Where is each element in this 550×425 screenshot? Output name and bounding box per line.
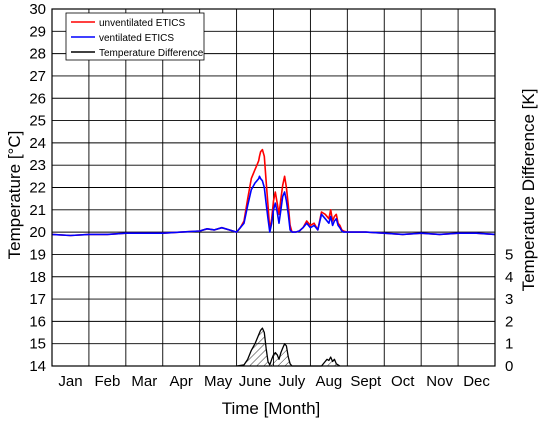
y2-tick-label: 1 [505, 336, 513, 353]
x-tick-label: Nov [426, 373, 453, 390]
plot-frame [51, 8, 496, 367]
y-tick-label: 22 [29, 180, 46, 197]
x-tick-label: Feb [94, 373, 120, 390]
y-tick-label: 30 [29, 1, 46, 18]
legend: unventilated ETICS ventilated ETICS Temper… [65, 12, 205, 61]
y-tick-label: 28 [29, 46, 46, 63]
series-line [236, 327, 341, 367]
x-tick-label: Apr [170, 373, 193, 390]
x-tick-label: Mar [131, 373, 157, 390]
y-tick-label: 19 [29, 246, 46, 263]
x-tick-label: Oct [391, 373, 415, 390]
grid-lines [51, 8, 496, 367]
x-tick-label: Jan [58, 373, 82, 390]
y-axis-left: 14 15 16 17 18 19 20 21 22 23 24 25 26 27 28 29 30 [29, 1, 46, 375]
y2-tick-label: 3 [505, 291, 513, 308]
x-tick-label: May [204, 373, 233, 390]
y-tick-label: 25 [29, 113, 46, 130]
y-tick-label: 27 [29, 68, 46, 85]
y-tick-label: 21 [29, 202, 46, 219]
y-tick-label: 17 [29, 291, 46, 308]
y2-tick-label: 0 [505, 358, 513, 375]
legend-label: unventilated ETICS [99, 18, 185, 29]
x-tick-label: Aug [316, 373, 343, 390]
y-axis-title: Temperature [°C] [5, 131, 24, 260]
difference-area [236, 328, 340, 366]
y-tick-label: 18 [29, 269, 46, 286]
series-lines [51, 148, 496, 367]
x-tick-label: Dec [463, 373, 490, 390]
y-tick-label: 24 [29, 135, 46, 152]
y-tick-label: 20 [29, 224, 46, 241]
y2-tick-label: 4 [505, 269, 513, 286]
legend-label: ventilated ETICS [99, 33, 174, 44]
y2-axis-title: Temperature Difference [K] [519, 89, 538, 292]
legend-label: Temperature Difference [99, 48, 204, 59]
y2-tick-label: 5 [505, 246, 513, 263]
y-tick-label: 29 [29, 23, 46, 40]
y-axis-right: 0 1 2 3 4 5 [505, 246, 513, 375]
y-tick-label: 23 [29, 157, 46, 174]
x-tick-label: July [279, 373, 306, 390]
x-tick-label: Sept [350, 373, 382, 390]
x-tick-label: June [239, 373, 272, 390]
y-tick-label: 26 [29, 90, 46, 107]
y-tick-label: 16 [29, 313, 46, 330]
x-axis: Jan Feb Mar Apr May June July Aug Sept Oct Nov Dec [58, 373, 490, 390]
y-tick-label: 14 [29, 358, 46, 375]
y2-tick-label: 2 [505, 313, 513, 330]
series-line [51, 175, 496, 237]
difference-hatch [236, 328, 340, 366]
x-axis-title: Time [Month] [222, 399, 321, 418]
y-tick-label: 15 [29, 336, 46, 353]
